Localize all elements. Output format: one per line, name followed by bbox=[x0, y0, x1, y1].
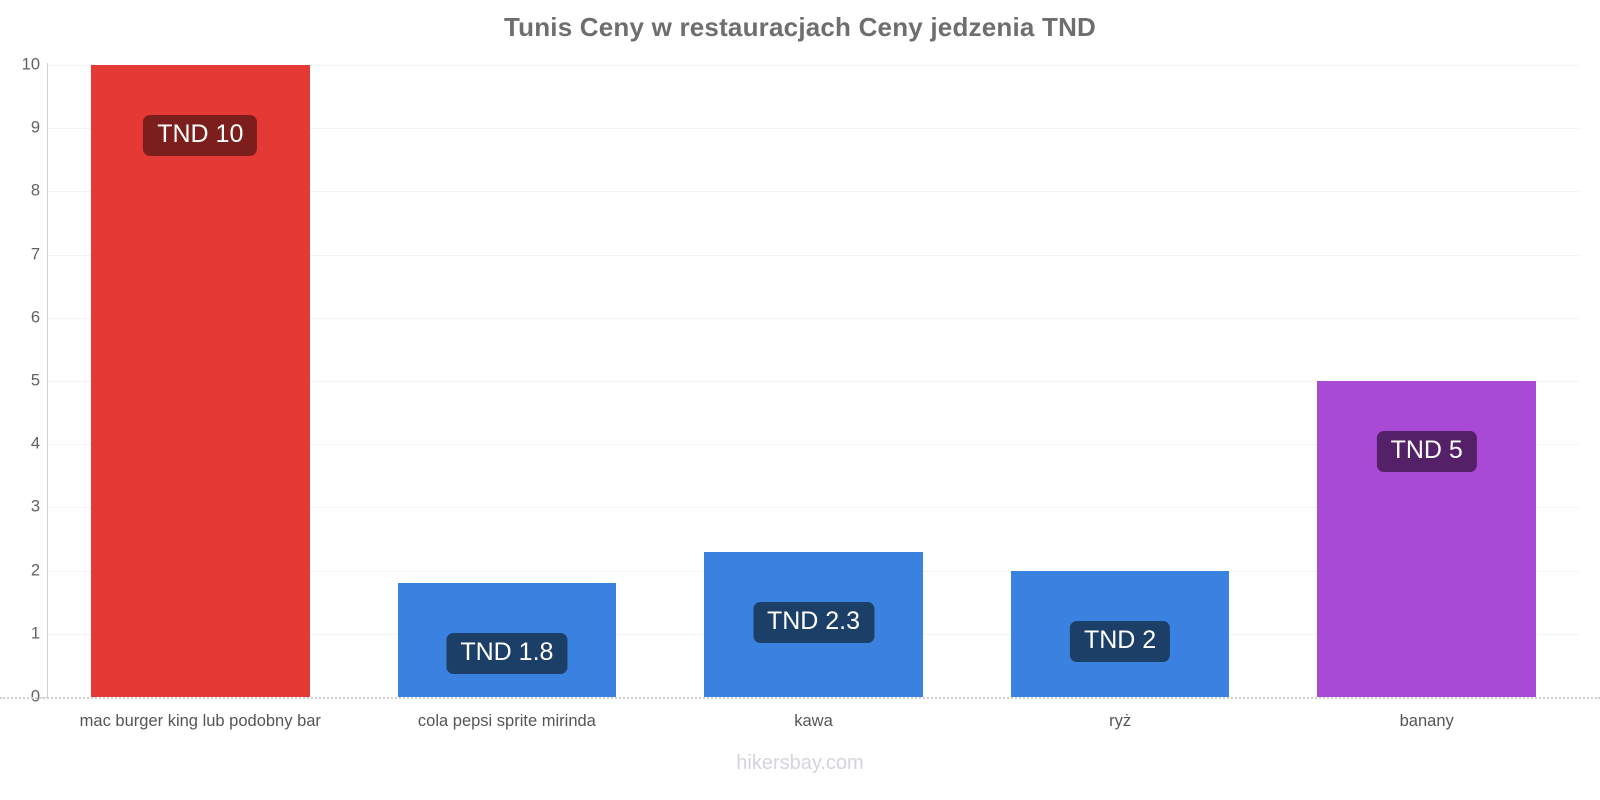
y-axis-tick-labels: 0 1 2 3 4 5 6 7 8 9 10 bbox=[0, 0, 40, 800]
gridline bbox=[47, 444, 1580, 446]
chart-title: Tunis Ceny w restauracjach Ceny jedzenia… bbox=[503, 12, 1097, 42]
y-axis-tick-label: 0 bbox=[30, 687, 40, 706]
y-axis-tick-label: 10 bbox=[21, 55, 40, 74]
bar-value-label: TND 5 bbox=[1376, 431, 1477, 472]
y-axis-tick-label: 8 bbox=[30, 181, 40, 200]
source-watermark: hikersbay.com bbox=[736, 752, 864, 774]
y-axis-tick-label: 2 bbox=[30, 561, 40, 580]
y-axis-line bbox=[47, 63, 48, 699]
x-axis-line bbox=[0, 697, 1600, 701]
bar-value-label: TND 2 bbox=[1069, 620, 1171, 662]
x-axis-category-label: cola pepsi sprite mirinda bbox=[417, 712, 596, 730]
y-axis-tick-label: 7 bbox=[30, 245, 40, 264]
x-axis-category-label: ryż bbox=[1109, 712, 1132, 730]
y-axis-tick-label: 6 bbox=[30, 308, 40, 327]
bar-value-label: TND 2.3 bbox=[752, 601, 875, 643]
y-axis-tick-label: 1 bbox=[30, 624, 40, 643]
y-axis-tick-label: 5 bbox=[30, 371, 40, 390]
x-axis-category-label: kawa bbox=[794, 712, 833, 730]
gridline bbox=[47, 254, 1580, 256]
gridline bbox=[47, 381, 1580, 382]
bar-value-label: TND 10 bbox=[143, 115, 258, 156]
y-axis-tick-label: 9 bbox=[30, 118, 40, 137]
bar-value-label: TND 1.8 bbox=[446, 633, 568, 675]
gridline bbox=[47, 191, 1580, 193]
gridline bbox=[47, 65, 1580, 66]
gridline bbox=[47, 317, 1580, 319]
x-axis-category-label: mac burger king lub podobny bar bbox=[79, 712, 321, 730]
gridline bbox=[47, 128, 1580, 130]
bar[interactable] bbox=[1317, 381, 1536, 697]
y-axis-tick-label: 3 bbox=[30, 497, 40, 516]
bar[interactable] bbox=[90, 65, 310, 697]
y-axis-tick-label: 4 bbox=[30, 434, 40, 453]
gridline bbox=[47, 507, 1580, 509]
x-axis-category-label: banany bbox=[1399, 712, 1454, 730]
